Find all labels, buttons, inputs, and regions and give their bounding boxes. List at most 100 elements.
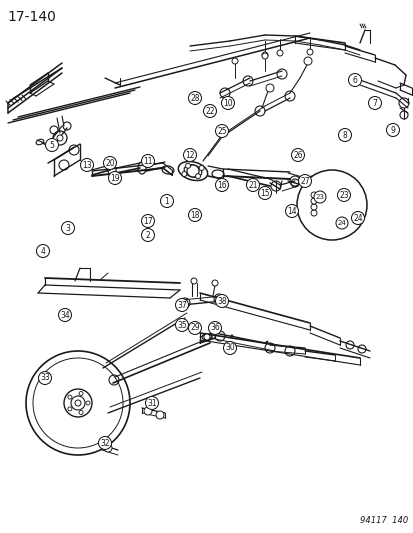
Circle shape — [144, 407, 152, 415]
Text: 15: 15 — [259, 189, 269, 198]
Circle shape — [221, 96, 234, 109]
Circle shape — [188, 321, 201, 335]
Text: 9: 9 — [389, 125, 394, 134]
Circle shape — [203, 104, 216, 117]
Circle shape — [45, 139, 58, 151]
Circle shape — [231, 58, 237, 64]
Circle shape — [310, 198, 316, 204]
Text: 2: 2 — [145, 230, 150, 239]
Circle shape — [261, 53, 267, 59]
Text: 25: 25 — [217, 126, 226, 135]
Circle shape — [258, 187, 271, 199]
Text: 18: 18 — [190, 211, 199, 220]
Text: 37: 37 — [177, 301, 186, 310]
Circle shape — [223, 342, 236, 354]
Text: 4: 4 — [40, 246, 45, 255]
Circle shape — [211, 280, 218, 286]
Circle shape — [215, 295, 228, 308]
Text: 35: 35 — [177, 320, 186, 329]
Circle shape — [276, 50, 282, 56]
Circle shape — [181, 172, 186, 176]
Circle shape — [79, 392, 83, 395]
Text: 17-140: 17-140 — [7, 10, 56, 24]
Circle shape — [310, 192, 316, 198]
Circle shape — [246, 179, 259, 191]
Circle shape — [86, 401, 90, 405]
Circle shape — [141, 214, 154, 228]
Circle shape — [348, 74, 361, 86]
Text: 24: 24 — [352, 214, 362, 222]
Circle shape — [145, 397, 158, 409]
Circle shape — [38, 372, 51, 384]
Circle shape — [141, 155, 154, 167]
Text: 24: 24 — [337, 220, 346, 226]
Circle shape — [204, 334, 209, 340]
Circle shape — [185, 163, 190, 168]
Circle shape — [108, 172, 121, 184]
Text: 10: 10 — [223, 99, 232, 108]
Text: 5: 5 — [50, 141, 54, 149]
Circle shape — [298, 174, 311, 188]
Circle shape — [266, 84, 273, 92]
Text: 13: 13 — [82, 160, 92, 169]
Circle shape — [261, 52, 267, 58]
Circle shape — [160, 195, 173, 207]
Circle shape — [62, 222, 74, 235]
Text: 33: 33 — [40, 374, 50, 383]
Circle shape — [187, 165, 199, 177]
Circle shape — [175, 298, 188, 311]
Circle shape — [368, 96, 380, 109]
Text: 12: 12 — [185, 150, 194, 159]
Text: 7: 7 — [372, 99, 377, 108]
Text: 17: 17 — [143, 216, 152, 225]
Circle shape — [195, 174, 200, 179]
Circle shape — [199, 166, 204, 171]
Circle shape — [68, 395, 72, 399]
Text: 21: 21 — [248, 181, 257, 190]
Circle shape — [57, 135, 63, 141]
Circle shape — [313, 191, 325, 203]
Text: 8: 8 — [342, 131, 347, 140]
Text: 11: 11 — [143, 157, 152, 166]
Circle shape — [68, 407, 72, 411]
Text: 36: 36 — [210, 324, 219, 333]
Circle shape — [183, 149, 196, 161]
Text: 19: 19 — [110, 174, 119, 182]
Circle shape — [75, 400, 81, 406]
Circle shape — [386, 124, 399, 136]
Circle shape — [156, 411, 164, 419]
Circle shape — [310, 204, 316, 210]
Text: 23: 23 — [338, 190, 348, 199]
Circle shape — [98, 437, 111, 449]
Circle shape — [188, 208, 201, 222]
Circle shape — [338, 128, 351, 141]
Text: 3: 3 — [65, 223, 70, 232]
Text: 31: 31 — [147, 399, 157, 408]
Circle shape — [36, 245, 50, 257]
Text: 22: 22 — [205, 107, 214, 116]
Text: 34: 34 — [60, 311, 70, 319]
Text: 38: 38 — [217, 296, 226, 305]
Circle shape — [306, 49, 312, 55]
Circle shape — [285, 205, 298, 217]
Circle shape — [351, 212, 363, 224]
Text: 29: 29 — [190, 324, 199, 333]
Text: 14: 14 — [287, 206, 296, 215]
Circle shape — [303, 57, 311, 65]
Circle shape — [215, 125, 228, 138]
Circle shape — [103, 157, 116, 169]
Text: 32: 32 — [100, 439, 109, 448]
Circle shape — [79, 410, 83, 415]
Text: 94117  140: 94117 140 — [359, 516, 407, 525]
Circle shape — [335, 217, 347, 229]
Circle shape — [188, 92, 201, 104]
Text: 30: 30 — [225, 343, 234, 352]
Text: 20: 20 — [105, 158, 114, 167]
Circle shape — [296, 170, 366, 240]
Text: 28: 28 — [190, 93, 199, 102]
Circle shape — [215, 179, 228, 191]
Circle shape — [310, 210, 316, 216]
Text: 23: 23 — [315, 194, 324, 200]
Text: 1: 1 — [164, 197, 169, 206]
Circle shape — [208, 321, 221, 335]
